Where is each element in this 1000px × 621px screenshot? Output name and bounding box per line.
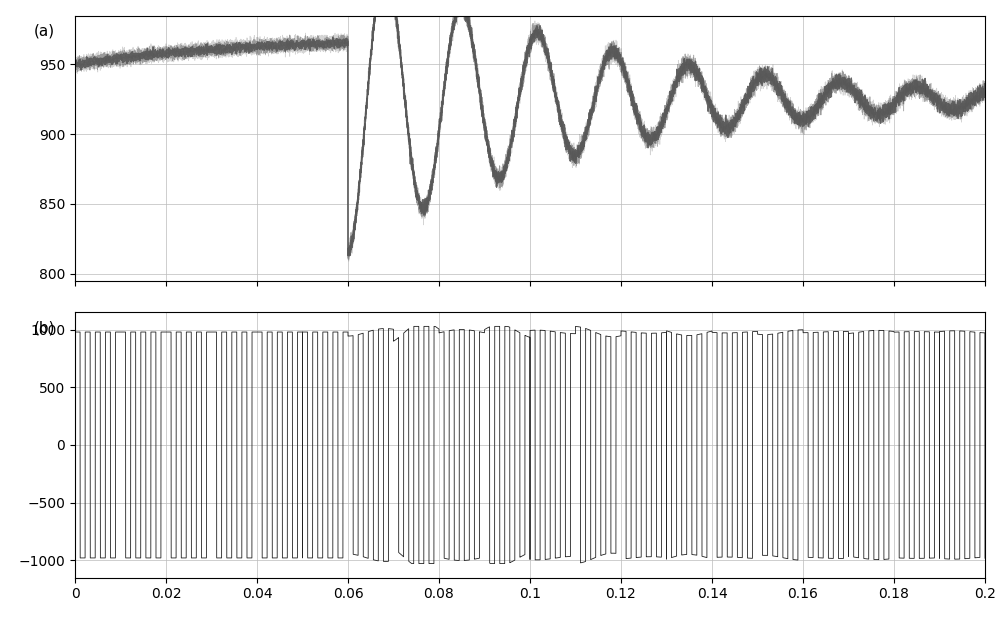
Text: (a): (a)	[34, 24, 55, 39]
Text: (b): (b)	[34, 320, 56, 335]
